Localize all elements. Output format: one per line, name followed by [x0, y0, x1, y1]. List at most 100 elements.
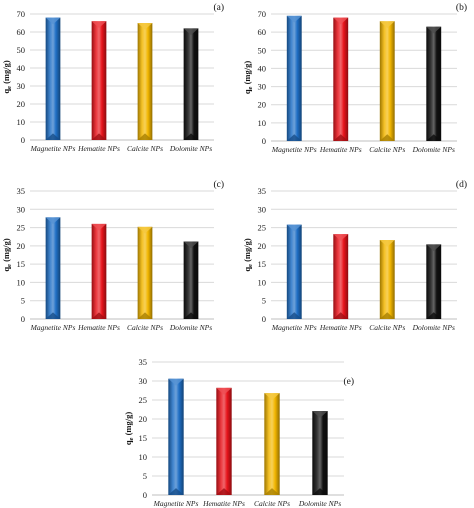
- y-tick-label: 40: [17, 63, 26, 73]
- y-tick-label: 30: [139, 376, 148, 386]
- bar-base: [183, 312, 199, 319]
- bar-base: [168, 488, 184, 495]
- y-tick-label: 0: [143, 490, 147, 500]
- y-tick-label: 60: [17, 27, 26, 37]
- bar-dolomite: [426, 26, 442, 142]
- chart-svg-b: 0 10 20 30 40 50 60 70 Magnetite NPs Hematite NPs…: [242, 2, 467, 154]
- x-tick-label: Dolomite NPs: [412, 323, 455, 332]
- panel-label: (d): [456, 179, 467, 190]
- y-axis-label-subscript: e: [6, 86, 13, 89]
- y-tick-label: 15: [17, 259, 26, 269]
- bar-base: [91, 312, 107, 319]
- x-tick-label: Dolomite NPs: [298, 499, 341, 508]
- chart-panel-a: 0 10 20 30 40 50 60 70 Magnetite NPs Hematite NPs…: [0, 0, 237, 170]
- bar-hematite: [333, 234, 349, 319]
- y-tick-label: 10: [258, 277, 267, 287]
- x-tick-label: Dolomite NPs: [169, 144, 212, 153]
- bar-dolomite: [312, 411, 328, 495]
- bar-magnetite: [168, 378, 184, 495]
- x-tick-label: Magnetite NPs: [271, 323, 317, 332]
- bar-dolomite: [183, 28, 199, 140]
- bar-base: [426, 134, 442, 141]
- bar-base: [45, 133, 61, 140]
- y-tick-label: 20: [17, 241, 26, 251]
- panel-label: (c): [213, 179, 224, 190]
- y-tick-label: 20: [258, 241, 267, 251]
- bar-base: [137, 133, 153, 140]
- y-axis-label-subscript: e: [6, 264, 13, 267]
- x-tick-label: Calcite NPs: [369, 145, 405, 154]
- bar-base: [312, 488, 328, 495]
- bar-hematite: [91, 21, 107, 141]
- y-axis-label-unit: (mg/g): [1, 60, 11, 86]
- bar-calcite: [137, 23, 153, 140]
- y-tick-label: 5: [262, 296, 266, 306]
- bar-base: [264, 488, 280, 495]
- y-axis-label-unit: (mg/g): [123, 412, 133, 438]
- bar-cap: [45, 17, 61, 25]
- x-tick-label: Dolomite NPs: [169, 323, 212, 332]
- y-tick-label: 25: [258, 223, 267, 233]
- chart-panel-d: 0 5 10 15 20 25 30 35 Magnetite NPs Hematite NPs C…: [237, 176, 474, 346]
- y-tick-label: 35: [139, 357, 148, 367]
- y-tick-label: 20: [258, 100, 267, 110]
- x-tick-label: Magnetite NPs: [30, 144, 76, 153]
- bar-magnetite: [45, 217, 61, 319]
- y-axis-label-unit: (mg/g): [242, 61, 252, 87]
- x-tick-label: Calcite NPs: [254, 499, 290, 508]
- y-tick-label: 25: [17, 223, 26, 233]
- bar-calcite: [379, 240, 395, 319]
- bar-cap: [264, 393, 280, 401]
- y-tick-label: 20: [17, 99, 26, 109]
- y-tick-label: 20: [139, 414, 148, 424]
- y-tick-label: 15: [139, 433, 148, 443]
- y-axis-label-subscript: e: [247, 264, 254, 267]
- chart-svg-c: 0 5 10 15 20 25 30 35 Magnetite NPs Hematite NPs C…: [1, 179, 224, 332]
- x-tick-label: Dolomite NPs: [412, 145, 455, 154]
- chart-svg-a: 0 10 20 30 40 50 60 70 Magnetite NPs Hematite NPs…: [1, 2, 224, 153]
- y-tick-label: 50: [258, 45, 267, 55]
- bar-dolomite: [426, 244, 442, 319]
- bar-cap: [379, 240, 395, 247]
- y-axis-label-symbol: q: [242, 89, 252, 94]
- bar-hematite: [91, 223, 107, 319]
- bar-base: [137, 312, 153, 319]
- bar-cap: [45, 217, 61, 224]
- y-tick-label: 70: [258, 9, 267, 19]
- y-tick-label: 35: [258, 186, 267, 196]
- bar-base: [286, 312, 302, 319]
- bar-cap: [312, 411, 328, 418]
- y-axis-label-unit: (mg/g): [1, 238, 11, 264]
- y-tick-label: 10: [17, 117, 26, 127]
- bar-base: [379, 312, 395, 319]
- bar-cap: [183, 241, 199, 249]
- x-tick-label: Calcite NPs: [127, 323, 163, 332]
- y-tick-label: 15: [258, 259, 267, 269]
- y-tick-label: 0: [21, 135, 25, 145]
- bar-calcite: [379, 21, 395, 142]
- y-tick-label: 50: [17, 45, 26, 55]
- bar-cap: [426, 244, 442, 252]
- bar-cap: [91, 223, 107, 231]
- x-tick-label: Hematite NPs: [319, 323, 362, 332]
- bar-cap: [286, 15, 302, 23]
- y-tick-label: 30: [258, 82, 267, 92]
- y-tick-label: 10: [17, 277, 26, 287]
- y-tick-label: 70: [17, 9, 26, 19]
- y-axis-label-subscript: e: [247, 86, 254, 89]
- y-axis-label-symbol: q: [242, 267, 252, 272]
- panel-label: (e): [343, 376, 354, 387]
- y-tick-label: 0: [21, 314, 25, 324]
- chart-svg-e: 0 5 10 15 20 25 30 35 Magnetite NPs Hematite NPs C…: [123, 357, 354, 508]
- y-tick-label: 25: [139, 395, 148, 405]
- bar-cap: [91, 21, 107, 28]
- bar-cap: [333, 234, 349, 241]
- y-tick-label: 30: [17, 81, 26, 91]
- y-tick-label: 5: [143, 471, 147, 481]
- bar-magnetite: [45, 17, 61, 141]
- y-axis-label: qe (mg/g): [242, 238, 254, 272]
- bar-hematite: [333, 17, 349, 141]
- bar-base: [333, 312, 349, 319]
- bar-base: [45, 312, 61, 319]
- bar-base: [91, 133, 107, 140]
